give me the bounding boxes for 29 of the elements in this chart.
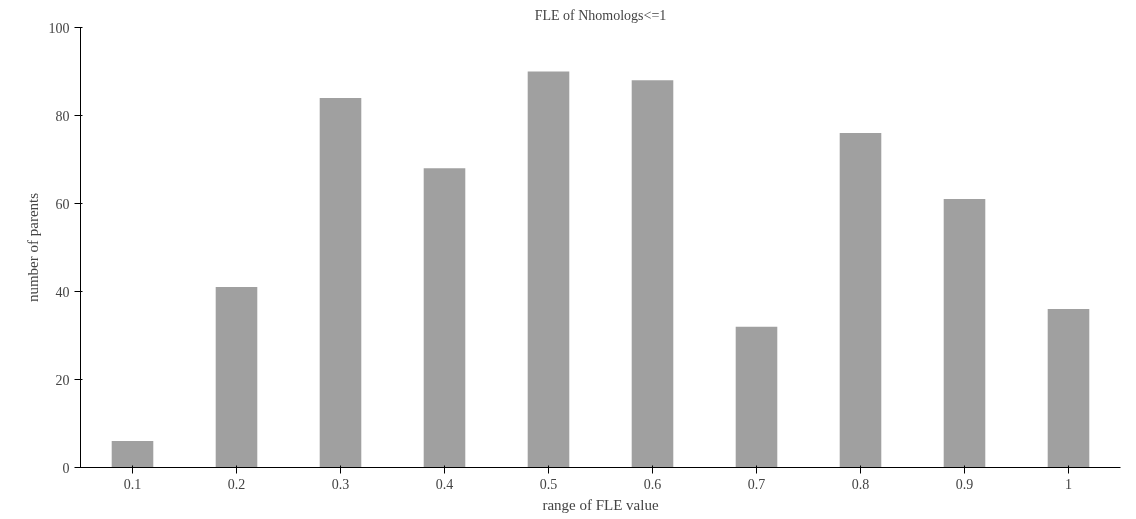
y-tick-label: 100 (48, 20, 70, 36)
y-axis-title: number of parents (24, 192, 41, 303)
x-tick-label: 1 (1065, 476, 1072, 492)
x-tick-label: 0.4 (435, 476, 454, 492)
x-tick-label: 0.2 (227, 476, 246, 492)
bar (943, 199, 986, 468)
x-tick-label: 0.9 (955, 476, 974, 492)
bar (319, 97, 362, 468)
y-tick-label: 0 (62, 460, 70, 476)
chart-title: FLE of Nhomologs<=1 (534, 7, 667, 23)
x-tick-label: 0.6 (643, 476, 662, 492)
y-tick-label: 20 (55, 372, 70, 388)
bar (1047, 309, 1090, 468)
bar (735, 326, 778, 468)
y-tick-label: 60 (55, 196, 70, 212)
x-tick-label: 0.1 (123, 476, 142, 492)
x-tick-label: 0.8 (851, 476, 870, 492)
y-tick-label: 40 (55, 284, 70, 300)
bar (423, 168, 466, 468)
x-tick-label: 0.7 (747, 476, 766, 492)
bar (631, 80, 674, 468)
x-axis-title: range of FLE value (542, 496, 659, 513)
bar (215, 287, 258, 468)
bar (111, 441, 154, 468)
bar (527, 71, 570, 468)
x-tick-label: 0.5 (539, 476, 558, 492)
bar (839, 133, 882, 468)
x-tick-label: 0.3 (331, 476, 350, 492)
y-tick-label: 80 (55, 108, 70, 124)
